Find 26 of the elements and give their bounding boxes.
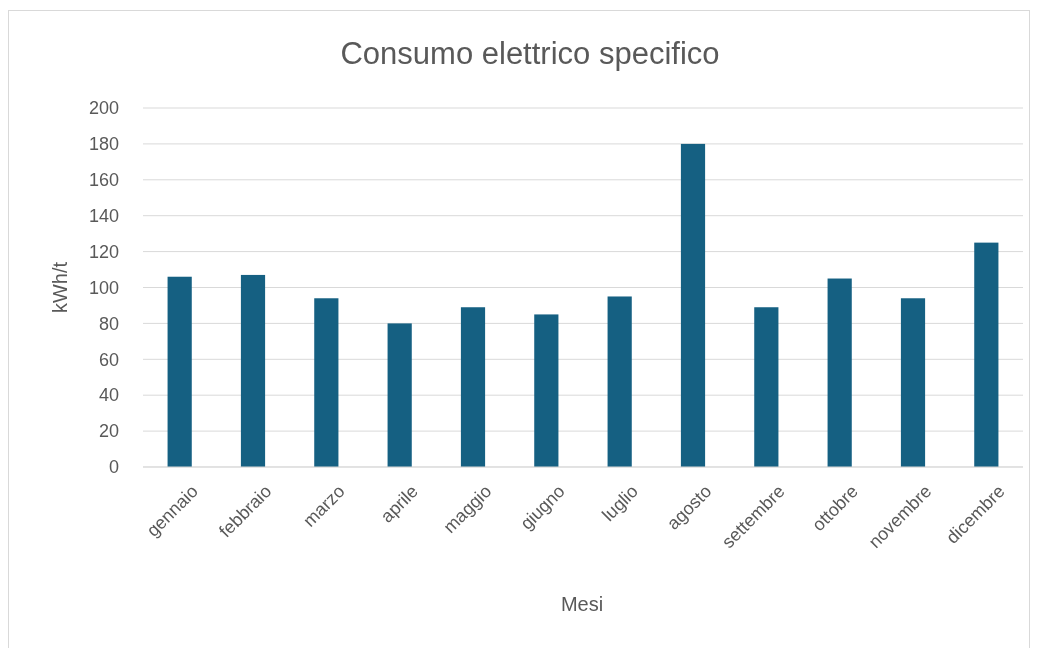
bar (900, 298, 926, 467)
y-axis-title: kWh/t (49, 261, 71, 314)
bar (314, 298, 339, 467)
bar (240, 274, 266, 467)
bar (167, 276, 192, 467)
bar (534, 314, 559, 467)
y-tick-label: 20 (98, 421, 119, 442)
x-axis-title: Mesi (560, 593, 604, 615)
y-tick-label: 40 (98, 385, 119, 406)
y-tick-label: 100 (88, 277, 119, 298)
y-tick-label: 0 (108, 457, 119, 478)
bar (974, 242, 999, 467)
bar (827, 278, 852, 467)
y-tick-label: 160 (88, 170, 119, 191)
y-tick-label: 140 (88, 205, 119, 226)
bar (387, 323, 412, 467)
bar (754, 307, 779, 467)
bar (680, 143, 706, 467)
y-tick-label: 180 (88, 134, 119, 155)
bar (460, 307, 486, 467)
y-tick-label: 80 (98, 313, 119, 334)
bar (607, 296, 632, 467)
y-tick-label: 120 (88, 241, 119, 262)
y-tick-label: 60 (98, 349, 119, 370)
y-tick-label: 200 (88, 98, 119, 119)
chart-title: Consumo elettrico specifico (340, 36, 720, 71)
